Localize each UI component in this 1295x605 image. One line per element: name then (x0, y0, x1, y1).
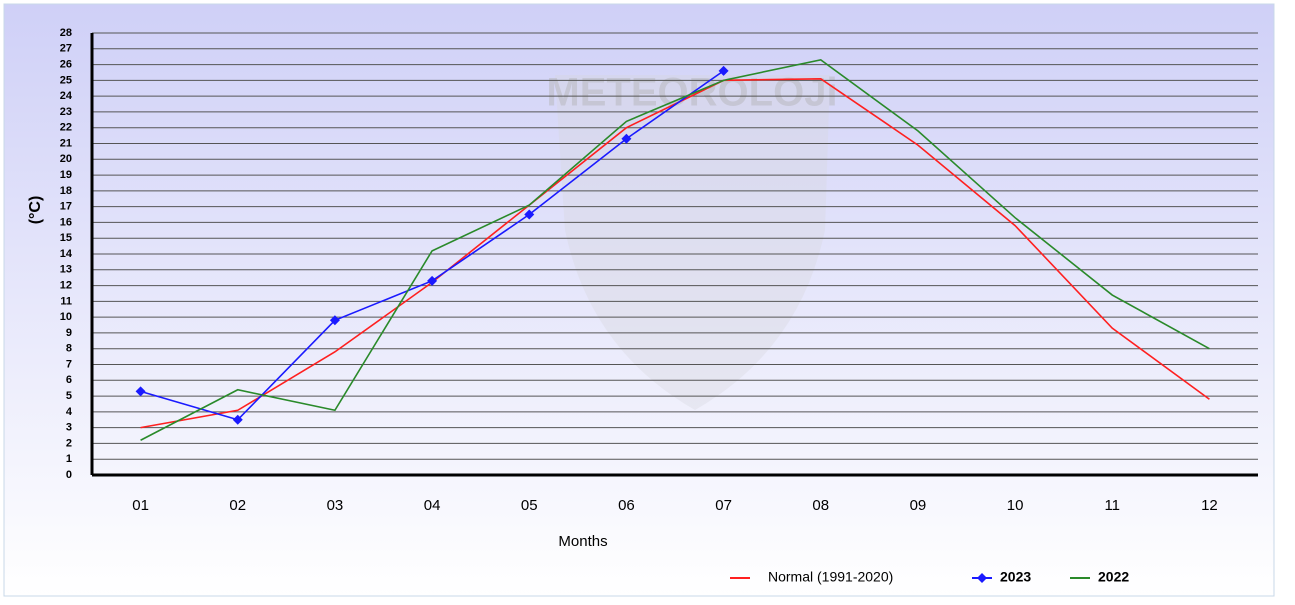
y-tick-label: 9 (66, 327, 72, 339)
point (232, 414, 243, 425)
y-tick-label: 13 (60, 264, 72, 276)
y-tick-label: 2 (66, 437, 72, 449)
point (427, 275, 438, 286)
watermark-shield (555, 75, 830, 410)
y-tick-label: 25 (60, 74, 72, 86)
y-tick-label: 19 (60, 169, 72, 181)
y-tick-label: 17 (60, 201, 72, 213)
y-tick-label: 16 (60, 216, 72, 228)
legend-label: 2022 (1098, 569, 1129, 585)
panel (3, 3, 1275, 597)
x-tick-label: 07 (715, 497, 732, 514)
point (329, 315, 340, 326)
legend-label: Normal (1991-2020) (768, 569, 893, 585)
y-tick-label: 8 (66, 343, 72, 355)
y-axis-label: (°C) (27, 196, 44, 225)
x-tick-label: 09 (910, 497, 927, 514)
y-tick-label: 10 (60, 311, 72, 323)
legend-marker (977, 573, 987, 583)
y-tick-label: 22 (60, 122, 72, 134)
x-tick-label: 11 (1104, 497, 1120, 514)
y-tick-label: 6 (66, 374, 72, 386)
y-tick-label: 5 (66, 390, 72, 402)
y-tick-label: 1 (66, 453, 72, 465)
legend-label: 2023 (1000, 569, 1031, 585)
y-tick-label: 23 (60, 106, 72, 118)
x-tick-label: 04 (424, 497, 441, 514)
point (718, 65, 729, 76)
y-tick-label: 12 (60, 279, 72, 291)
x-tick-label: 08 (812, 497, 829, 514)
point (135, 386, 146, 397)
x-tick-label: 06 (618, 497, 635, 514)
x-tick-label: 03 (327, 497, 344, 514)
x-tick-label: 10 (1007, 497, 1024, 514)
y-tick-label: 3 (66, 422, 72, 434)
y-tick-label: 14 (60, 248, 73, 260)
x-tick-label: 01 (132, 497, 149, 514)
series-line (140, 58, 1210, 441)
y-tick-label: 4 (66, 406, 73, 418)
y-tick-label: 7 (66, 358, 72, 370)
y-tick-label: 28 (60, 27, 72, 39)
y-tick-label: 21 (60, 137, 72, 149)
point (621, 133, 632, 144)
x-tick-label: 02 (229, 497, 246, 514)
y-tick-label: 24 (60, 90, 73, 102)
x-tick-label: 05 (521, 497, 538, 514)
y-tick-label: 15 (60, 232, 72, 244)
y-tick-label: 26 (60, 58, 72, 70)
x-tick-label: 12 (1201, 497, 1218, 514)
y-tick-label: 20 (60, 153, 72, 165)
y-tick-label: 27 (60, 43, 72, 55)
y-tick-label: 18 (60, 185, 72, 197)
y-tick-label: 0 (66, 469, 72, 481)
point (524, 209, 535, 220)
y-tick-label: 11 (60, 295, 72, 307)
x-axis-label: Months (558, 533, 607, 550)
